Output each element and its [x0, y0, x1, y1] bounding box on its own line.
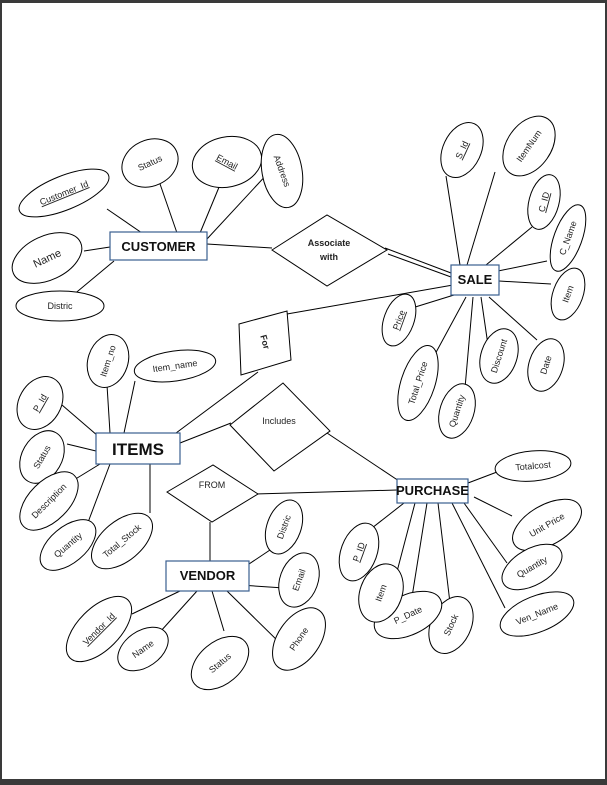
attribute-sale-quantity: Quantity	[432, 379, 482, 443]
attribute-items-item-no: Item_no	[81, 329, 136, 393]
attribute-customer-address: Address	[256, 131, 308, 211]
attribute-purchase-totalcost: Totalcost	[494, 448, 572, 485]
attribute-vendor-email: Email	[272, 547, 327, 613]
svg-text:Associate: Associate	[308, 238, 351, 248]
attribute-purchase-ven-name: Ven_Name	[494, 583, 580, 646]
entity-items-label: ITEMS	[112, 440, 164, 459]
attribute-vendor-status: Status	[181, 626, 259, 701]
attribute-customer-distric: Distric	[16, 291, 104, 321]
er-diagram-page: CUSTOMER Customer_Id Status Email Addres…	[2, 3, 605, 779]
entity-sale-label: SALE	[458, 272, 493, 287]
svg-text:FROM: FROM	[199, 480, 226, 490]
attribute-sale-s-id: S_Id	[433, 116, 492, 185]
attribute-customer-status: Status	[114, 130, 186, 196]
attribute-customer-email: Email	[188, 130, 267, 193]
er-diagram: CUSTOMER Customer_Id Status Email Addres…	[2, 3, 605, 779]
attribute-sale-price: Price	[376, 289, 423, 350]
relationship-for: For	[239, 311, 291, 375]
entity-vendor-label: VENDOR	[180, 568, 236, 583]
relationship-associate-with: Associate with	[272, 215, 387, 286]
entity-purchase-label: PURCHASE	[396, 483, 469, 498]
attribute-sale-discount: Discount	[473, 324, 525, 388]
attribute-items-item-name: Item_name	[132, 345, 217, 386]
entity-vendor: VENDOR	[166, 561, 249, 591]
svg-text:Distric: Distric	[48, 301, 73, 311]
svg-text:with: with	[319, 252, 338, 262]
attribute-vendor-distric: Distric	[258, 495, 309, 559]
svg-text:Includes: Includes	[262, 416, 296, 426]
attribute-vendor-phone: Phone	[262, 598, 337, 679]
entity-purchase: PURCHASE	[396, 479, 469, 503]
attribute-sale-total-price: Total_Price	[390, 341, 446, 426]
attribute-sale-date: Date	[521, 334, 570, 396]
attribute-customer-name: Name	[4, 222, 90, 293]
attribute-sale-item: Item	[545, 263, 592, 324]
attribute-items-p-id: P_Id	[8, 368, 72, 437]
entity-customer: CUSTOMER	[110, 232, 207, 260]
relationship-from: FROM	[167, 465, 258, 522]
entity-items: ITEMS	[96, 433, 180, 464]
entity-customer-label: CUSTOMER	[121, 239, 196, 254]
relationship-includes: Includes	[230, 383, 330, 471]
attribute-sale-itemnum: ItemNum	[492, 106, 566, 185]
entity-sale: SALE	[451, 265, 499, 295]
attribute-customer-id: Customer_Id	[13, 159, 115, 226]
